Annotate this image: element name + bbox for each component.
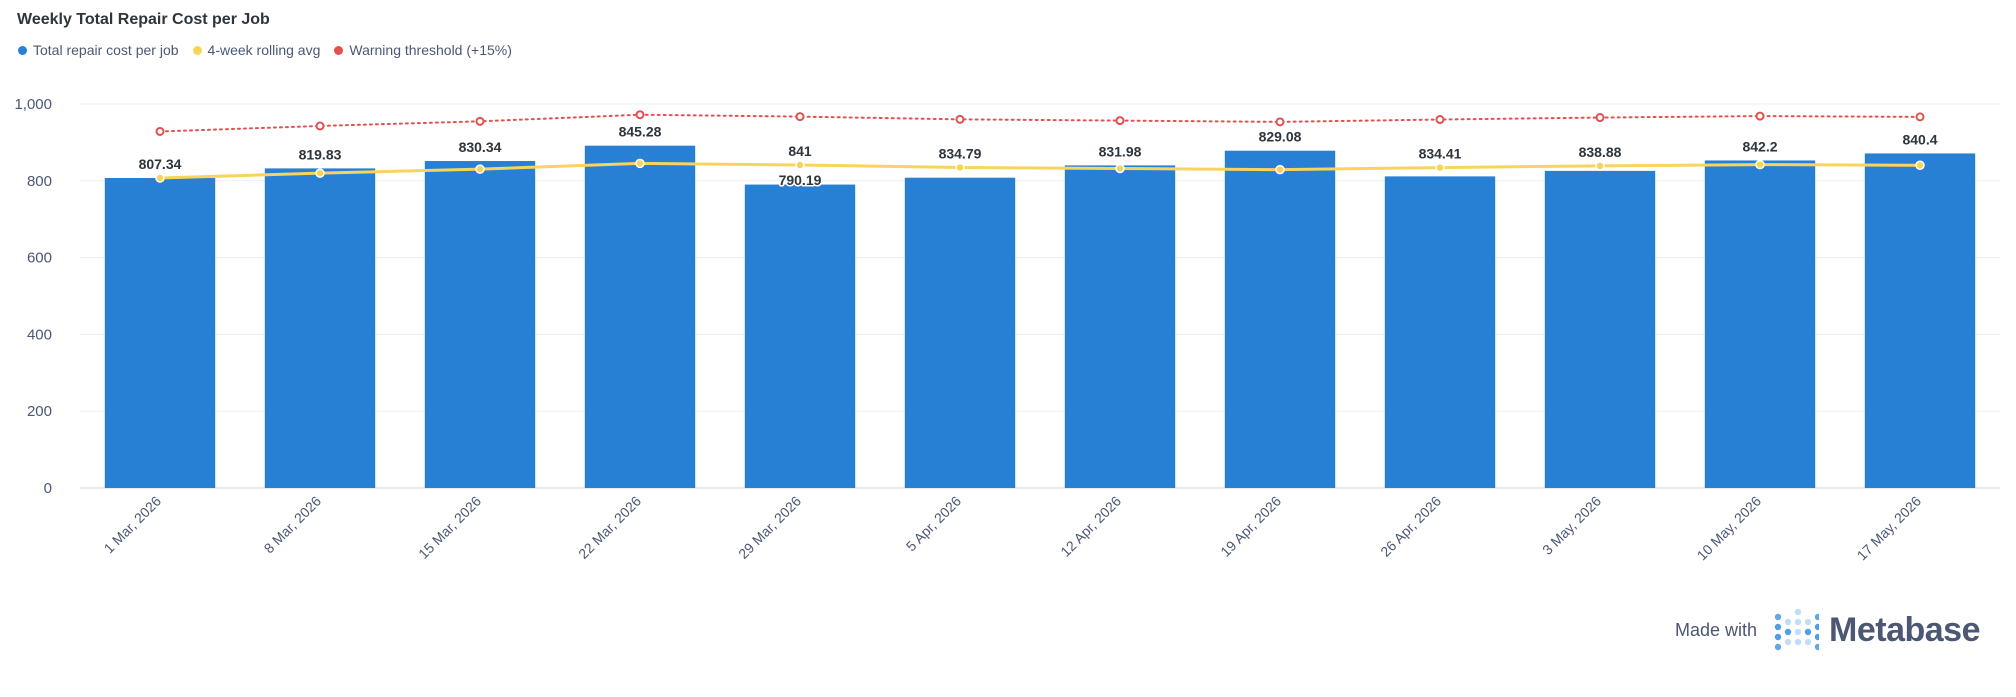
rolling-avg-point[interactable] — [1435, 162, 1445, 173]
threshold-point[interactable] — [1435, 115, 1445, 125]
threshold-point[interactable] — [315, 121, 325, 131]
threshold-point[interactable] — [955, 114, 965, 124]
threshold-line — [159, 113, 1921, 133]
threshold-point[interactable] — [795, 112, 805, 122]
bar[interactable] — [1544, 170, 1656, 488]
rolling-avg-point[interactable] — [635, 158, 645, 169]
data-label: 840.4 — [1902, 131, 1937, 147]
x-tick-label: 8 Mar, 2026 — [261, 493, 325, 557]
x-tick-label: 5 Apr, 2026 — [903, 493, 965, 555]
data-label: 838.88 — [1579, 144, 1622, 160]
threshold-point[interactable] — [155, 126, 165, 136]
legend-item-bar[interactable]: Total repair cost per job — [18, 42, 179, 58]
y-tick-label: 800 — [27, 173, 52, 190]
brand-name: Metabase — [1829, 610, 1980, 649]
rolling-avg-point[interactable] — [1755, 159, 1765, 170]
bar[interactable] — [744, 184, 856, 488]
threshold-point[interactable] — [1595, 113, 1605, 123]
threshold-point[interactable] — [1115, 116, 1125, 126]
bar[interactable] — [1064, 165, 1176, 488]
legend: Total repair cost per job 4-week rolling… — [18, 42, 512, 58]
x-tick-label: 1 Mar, 2026 — [101, 493, 165, 557]
rolling-avg-point[interactable] — [1595, 161, 1605, 171]
data-label-low: 790.19 — [779, 172, 822, 188]
x-tick-label: 12 Apr, 2026 — [1057, 493, 1124, 560]
bar[interactable] — [1864, 153, 1976, 489]
bar[interactable] — [1224, 150, 1336, 488]
data-label: 830.34 — [459, 139, 502, 155]
footer: Made with Metabase — [1675, 605, 1980, 655]
x-tick-label: 19 Apr, 2026 — [1217, 493, 1284, 560]
threshold-point[interactable] — [1755, 111, 1765, 121]
threshold-point[interactable] — [1275, 117, 1285, 127]
bar[interactable] — [1704, 160, 1816, 488]
data-label: 834.79 — [939, 145, 982, 161]
y-tick-label: 1,000 — [14, 96, 52, 113]
rolling-avg-line — [159, 161, 1921, 180]
rolling-avg-point[interactable] — [475, 164, 485, 174]
data-label: 831.98 — [1099, 143, 1142, 159]
threshold-point[interactable] — [635, 110, 645, 120]
threshold-point[interactable] — [475, 116, 485, 126]
legend-dot-icon — [192, 45, 202, 55]
legend-item-threshold[interactable]: Warning threshold (+15%) — [334, 42, 512, 58]
legend-item-rolling-avg[interactable]: 4-week rolling avg — [192, 42, 321, 58]
rolling-avg-point[interactable] — [955, 162, 965, 173]
threshold-point[interactable] — [1915, 112, 1925, 122]
bar[interactable] — [584, 145, 696, 488]
x-tick-label: 3 May, 2026 — [1539, 493, 1604, 558]
x-tick-label: 17 May, 2026 — [1854, 493, 1925, 564]
x-tick-label: 29 Mar, 2026 — [735, 493, 804, 562]
rolling-avg-point[interactable] — [1115, 163, 1125, 174]
bar[interactable] — [904, 177, 1016, 488]
legend-dot-icon — [18, 45, 27, 55]
y-tick-label: 200 — [27, 403, 52, 420]
data-label: 834.41 — [1419, 146, 1462, 162]
x-tick-label: 22 Mar, 2026 — [575, 493, 644, 562]
data-label: 829.08 — [1259, 129, 1302, 145]
data-label: 842.2 — [1742, 138, 1777, 154]
x-tick-label: 26 Apr, 2026 — [1377, 493, 1444, 560]
data-label: 807.34 — [139, 156, 182, 172]
rolling-avg-point[interactable] — [155, 173, 165, 183]
metabase-logo-icon — [1774, 608, 1820, 651]
bar[interactable] — [1384, 176, 1496, 488]
made-with-text: Made with — [1674, 619, 1758, 640]
data-label: 841 — [788, 143, 812, 159]
chart-title: Weekly Total Repair Cost per Job — [17, 11, 270, 28]
legend-dot-icon — [334, 45, 344, 55]
rolling-avg-point[interactable] — [1915, 160, 1925, 171]
rolling-avg-point[interactable] — [1275, 164, 1285, 175]
data-label: 819.83 — [299, 146, 342, 162]
y-tick-label: 600 — [27, 250, 52, 267]
bar[interactable] — [104, 177, 216, 488]
legend-label: 4-week rolling avg — [207, 42, 321, 58]
x-tick-label: 15 Mar, 2026 — [415, 493, 484, 562]
rolling-avg-point[interactable] — [795, 160, 805, 170]
x-tick-label: 10 May, 2026 — [1694, 493, 1765, 564]
y-tick-label: 400 — [27, 326, 52, 343]
rolling-avg-point[interactable] — [315, 168, 325, 178]
legend-label: Total repair cost per job — [33, 42, 179, 58]
data-label: 845.28 — [619, 124, 662, 140]
y-tick-label: 0 — [44, 480, 52, 497]
bar[interactable] — [264, 168, 376, 489]
bar[interactable] — [424, 161, 536, 488]
legend-label: Warning threshold (+15%) — [349, 42, 512, 58]
